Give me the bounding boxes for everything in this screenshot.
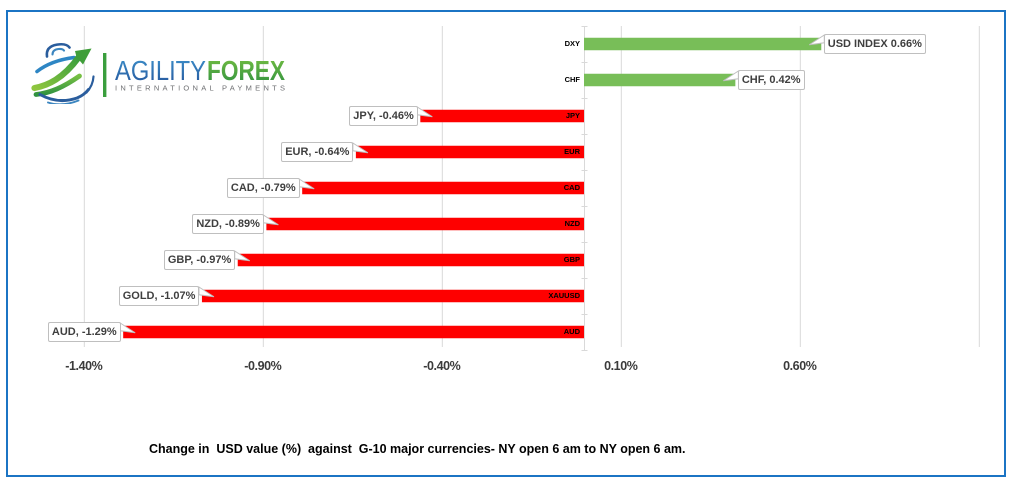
chart-frame: [6, 10, 1006, 477]
data-label-JPY: JPY, -0.46%: [349, 106, 418, 126]
category-label-JPY: JPY: [565, 111, 580, 120]
category-label-CAD: CAD: [563, 183, 580, 192]
data-label-XAUUSD: GOLD, -1.07%: [118, 286, 200, 306]
data-label-GBP: GBP, -0.97%: [163, 250, 236, 270]
bar-GBP: [237, 253, 585, 267]
bar-CAD: [302, 181, 584, 195]
bar-DXY: [584, 37, 822, 51]
category-label-EUR: EUR: [564, 147, 580, 156]
bar-AUD: [123, 325, 585, 339]
category-label-GBP: GBP: [563, 255, 580, 264]
logo-brand-agility: AGILITY: [115, 55, 206, 86]
data-label-CHF: CHF, 0.42%: [737, 70, 805, 90]
agilityforex-logo: AGILITY FOREX INTERNATIONAL PAYMENTS: [31, 42, 286, 104]
bar-NZD: [266, 217, 584, 231]
data-label-CAD: CAD, -0.79%: [226, 178, 300, 198]
category-label-DXY: DXY: [564, 39, 580, 48]
x-tick-label: 0.60%: [783, 359, 817, 373]
bar-EUR: [355, 145, 584, 159]
x-tick-label: -0.90%: [244, 359, 282, 373]
x-tick-label: -1.40%: [65, 359, 103, 373]
data-label-AUD: AUD, -1.29%: [47, 322, 121, 342]
globe-icon: [31, 42, 95, 104]
category-label-AUD: AUD: [563, 327, 580, 336]
category-label-CHF: CHF: [564, 75, 580, 84]
category-label-XAUUSD: XAUUSD: [548, 291, 580, 300]
x-tick-label: 0.10%: [604, 359, 638, 373]
data-label-DXY: USD INDEX 0.66%: [823, 34, 926, 54]
data-label-NZD: NZD, -0.89%: [192, 214, 264, 234]
bar-JPY: [420, 109, 584, 123]
x-tick-label: -0.40%: [423, 359, 461, 373]
data-label-EUR: EUR, -0.64%: [281, 142, 354, 162]
bar-CHF: [584, 73, 736, 87]
chart-caption: Change in USD value (%) against G-10 maj…: [149, 442, 686, 456]
logo-brand-forex: FOREX: [207, 55, 286, 86]
arrow-head: [75, 48, 92, 65]
category-label-NZD: NZD: [564, 219, 580, 228]
logo-divider: [103, 53, 107, 97]
bar-XAUUSD: [201, 289, 584, 303]
